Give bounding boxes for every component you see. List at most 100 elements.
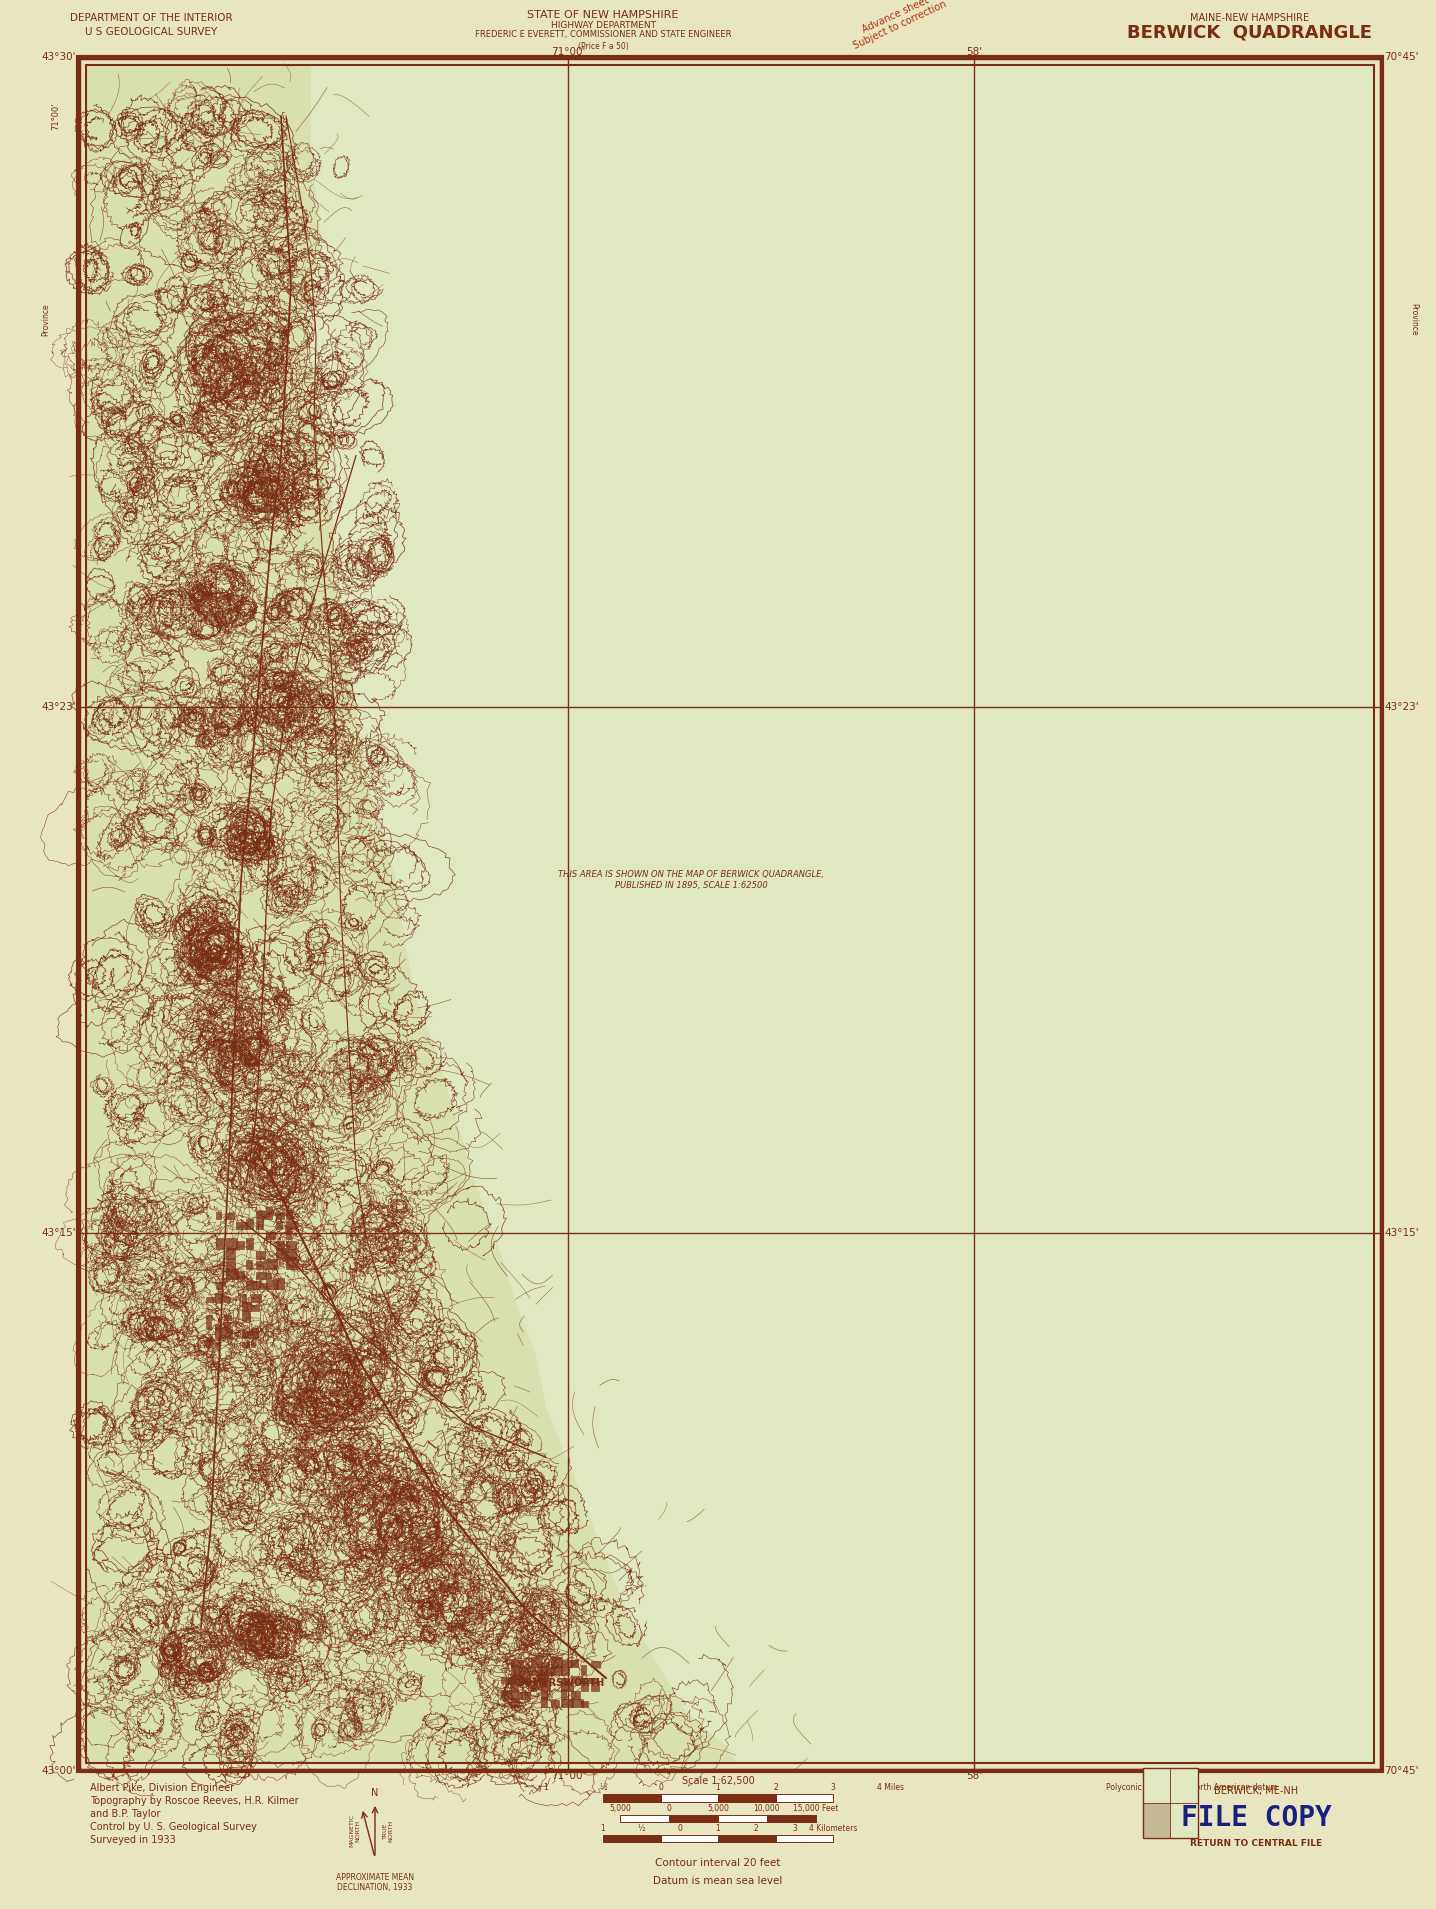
Bar <box>501 1689 511 1699</box>
Bar <box>256 1250 266 1258</box>
Bar <box>205 1296 215 1302</box>
Text: DEPARTMENT OF THE INTERIOR: DEPARTMENT OF THE INTERIOR <box>70 13 233 23</box>
Bar <box>603 1794 661 1802</box>
Bar <box>236 1222 247 1229</box>
Bar <box>521 1667 530 1674</box>
Text: FILE COPY: FILE COPY <box>1182 1804 1331 1833</box>
Bar <box>224 1315 231 1319</box>
Bar <box>531 1670 543 1674</box>
Bar <box>243 1342 248 1346</box>
Text: BERWICK  QUADRANGLE: BERWICK QUADRANGLE <box>1127 25 1371 42</box>
Text: Surveyed in 1933: Surveyed in 1933 <box>90 1835 175 1844</box>
Bar <box>561 1661 572 1667</box>
Bar <box>225 1258 236 1269</box>
Text: 43°30': 43°30' <box>42 52 76 61</box>
Bar <box>246 1260 253 1269</box>
Bar <box>561 1682 573 1691</box>
Text: 43°15': 43°15' <box>1384 1227 1419 1239</box>
Bar <box>243 1311 250 1319</box>
Bar <box>251 1342 256 1346</box>
Text: 2: 2 <box>773 1783 778 1793</box>
Text: and B.P. Taylor: and B.P. Taylor <box>90 1810 161 1819</box>
Text: 2: 2 <box>754 1823 758 1833</box>
Text: 71°00': 71°00' <box>551 48 586 57</box>
Bar <box>775 1835 833 1842</box>
Bar <box>286 1229 292 1239</box>
Text: ½: ½ <box>599 1783 607 1793</box>
Bar <box>225 1237 237 1248</box>
Bar <box>215 1342 220 1346</box>
Bar <box>86 65 1374 1764</box>
Bar <box>78 57 1381 1772</box>
Bar <box>224 1321 230 1329</box>
Bar <box>531 1657 543 1667</box>
Bar <box>215 1329 223 1338</box>
Bar <box>276 1248 286 1258</box>
Text: 58': 58' <box>966 48 982 57</box>
Text: 43°23': 43°23' <box>1384 703 1419 712</box>
Bar <box>276 1277 283 1289</box>
Text: RETURN TO CENTRAL FILE: RETURN TO CENTRAL FILE <box>1190 1838 1323 1848</box>
Bar <box>286 1256 297 1269</box>
Text: BERWICK, ME-NH: BERWICK, ME-NH <box>1215 1787 1298 1796</box>
Bar <box>246 1281 256 1289</box>
Text: 70°45': 70°45' <box>1384 52 1419 61</box>
Bar <box>541 1697 547 1707</box>
Bar <box>205 1338 213 1346</box>
Bar <box>718 1815 767 1821</box>
Bar <box>541 1663 550 1667</box>
Bar <box>572 1661 577 1667</box>
Bar <box>225 1269 238 1279</box>
Bar <box>251 1306 258 1310</box>
Bar <box>561 1699 573 1707</box>
Text: 4 Miles: 4 Miles <box>877 1783 905 1793</box>
Bar <box>511 1697 518 1707</box>
Text: 43°15': 43°15' <box>42 1227 76 1239</box>
Text: 70°45': 70°45' <box>1384 1766 1419 1775</box>
Bar <box>718 1794 775 1802</box>
Bar <box>243 1302 251 1310</box>
Bar <box>572 1691 580 1699</box>
Bar <box>541 1682 550 1691</box>
Bar <box>592 1661 600 1667</box>
Bar <box>1143 1802 1170 1838</box>
Text: 3: 3 <box>793 1823 797 1833</box>
Bar <box>276 1212 284 1218</box>
Bar <box>511 1686 518 1691</box>
Text: 58': 58' <box>966 1772 982 1781</box>
Bar <box>236 1271 244 1279</box>
Bar <box>266 1273 271 1279</box>
Bar <box>276 1220 281 1229</box>
Polygon shape <box>86 65 737 1764</box>
Bar <box>511 1665 520 1674</box>
Bar <box>256 1271 267 1279</box>
Bar <box>224 1329 231 1338</box>
Bar <box>669 1815 718 1821</box>
Bar <box>551 1667 563 1674</box>
Bar <box>582 1701 589 1707</box>
Bar <box>582 1665 586 1674</box>
Bar <box>511 1676 520 1682</box>
Bar <box>286 1210 292 1218</box>
Text: 5,000: 5,000 <box>609 1804 632 1814</box>
Bar <box>215 1239 224 1248</box>
Bar <box>531 1684 536 1691</box>
Bar <box>718 1835 775 1842</box>
Bar <box>511 1691 521 1699</box>
Text: MAGNETIC
NORTH: MAGNETIC NORTH <box>349 1814 360 1848</box>
Bar <box>551 1701 559 1707</box>
Bar <box>276 1241 284 1248</box>
Bar <box>246 1218 253 1229</box>
Text: 1: 1 <box>715 1823 721 1833</box>
Bar <box>243 1331 250 1338</box>
Text: 43°00': 43°00' <box>42 1766 76 1775</box>
Bar <box>256 1260 264 1269</box>
Bar <box>541 1674 547 1682</box>
Bar <box>775 1794 833 1802</box>
Bar <box>205 1315 213 1319</box>
Bar <box>572 1699 583 1707</box>
Bar <box>603 1835 661 1842</box>
Bar <box>592 1682 599 1691</box>
Bar <box>582 1684 589 1691</box>
Bar <box>246 1237 253 1248</box>
